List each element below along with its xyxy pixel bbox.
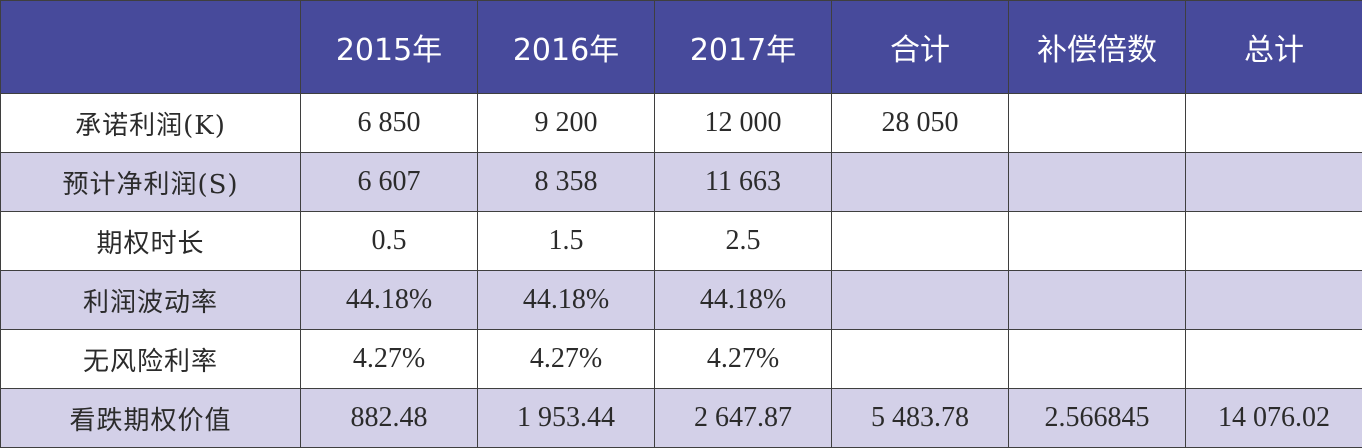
table-cell: 4.27% [301,330,478,389]
row-label: 期权时长 [1,212,301,271]
row-label: 预计净利润(S) [1,153,301,212]
table-cell [1186,271,1362,330]
table-cell: 44.18% [655,271,832,330]
table-cell [1009,153,1186,212]
table-cell [1186,153,1362,212]
table-cell [1009,271,1186,330]
table-cell [832,212,1009,271]
table-cell [832,330,1009,389]
header-compensation-multiple: 补偿倍数 [1009,1,1186,94]
table-cell: 8 358 [478,153,655,212]
table-cell: 28 050 [832,94,1009,153]
table-cell [1186,212,1362,271]
header-corner-cell [1,1,301,94]
table-cell: 12 000 [655,94,832,153]
table-cell [832,153,1009,212]
table-cell: 11 663 [655,153,832,212]
table-cell: 5 483.78 [832,389,1009,448]
table-cell: 1.5 [478,212,655,271]
table-cell: 9 200 [478,94,655,153]
header-2015: 2015年 [301,1,478,94]
table-cell: 4.27% [478,330,655,389]
table-cell: 44.18% [478,271,655,330]
table-cell [1009,330,1186,389]
table-cell: 4.27% [655,330,832,389]
table-cell [1186,94,1362,153]
table-cell: 1 953.44 [478,389,655,448]
table-cell [832,271,1009,330]
table-cell: 2.5 [655,212,832,271]
table-row: 预计净利润(S) 6 607 8 358 11 663 [1,153,1362,212]
table-cell: 6 607 [301,153,478,212]
table-row: 承诺利润(K) 6 850 9 200 12 000 28 050 [1,94,1362,153]
table-row: 看跌期权价值 882.48 1 953.44 2 647.87 5 483.78… [1,389,1362,448]
row-label: 承诺利润(K) [1,94,301,153]
table-cell [1186,330,1362,389]
table-cell: 14 076.02 [1186,389,1362,448]
table-cell: 2 647.87 [655,389,832,448]
table-row: 利润波动率 44.18% 44.18% 44.18% [1,271,1362,330]
row-label: 看跌期权价值 [1,389,301,448]
table-row: 无风险利率 4.27% 4.27% 4.27% [1,330,1362,389]
row-label: 利润波动率 [1,271,301,330]
header-2017: 2017年 [655,1,832,94]
table-cell: 0.5 [301,212,478,271]
table-cell: 44.18% [301,271,478,330]
table-cell [1009,94,1186,153]
table-row: 期权时长 0.5 1.5 2.5 [1,212,1362,271]
table-cell: 882.48 [301,389,478,448]
table-cell: 6 850 [301,94,478,153]
header-total: 总计 [1186,1,1362,94]
header-row: 2015年 2016年 2017年 合计 补偿倍数 总计 [1,1,1362,94]
row-label: 无风险利率 [1,330,301,389]
header-2016: 2016年 [478,1,655,94]
header-subtotal: 合计 [832,1,1009,94]
table-cell: 2.566845 [1009,389,1186,448]
table-cell [1009,212,1186,271]
